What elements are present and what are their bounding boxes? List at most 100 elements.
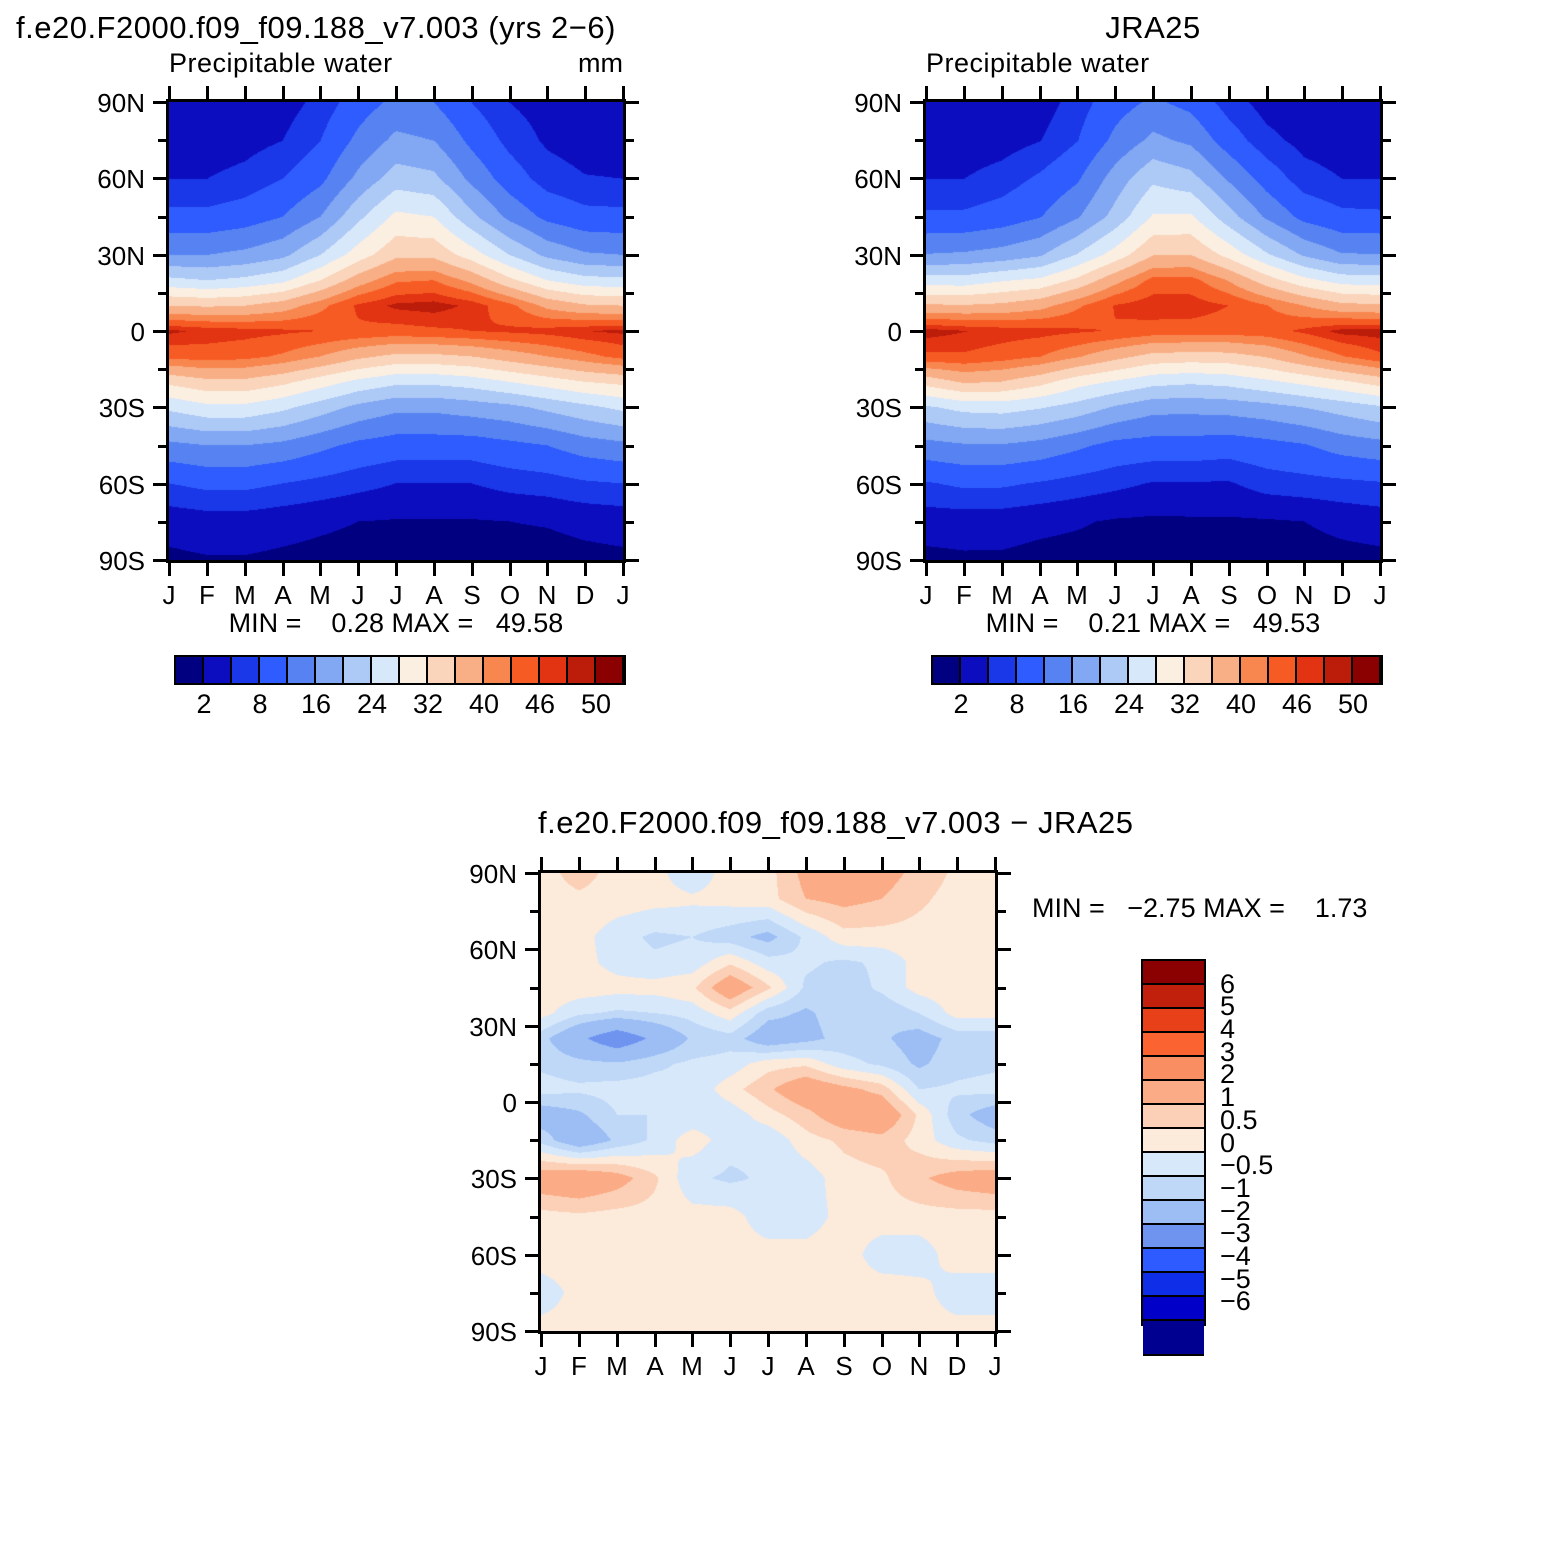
y-tick (998, 1101, 1011, 1104)
legend-tick-label: 3 (1220, 1036, 1236, 1067)
x-tick (654, 1334, 657, 1347)
x-tick (691, 857, 694, 870)
month-label: F (956, 580, 972, 610)
x-tick (963, 563, 966, 576)
y-tick (158, 368, 166, 371)
x-tick (1152, 563, 1155, 576)
x-tick (622, 563, 625, 576)
colorbar-tick-label: 32 (412, 689, 444, 719)
lat-label: 30S (470, 1164, 517, 1194)
x-tick (925, 86, 928, 99)
month-label: J (616, 580, 630, 610)
legend-tick-label: −2 (1220, 1195, 1251, 1226)
colorbar-tick-label: 16 (300, 689, 332, 719)
legend-cell (1143, 1249, 1204, 1273)
month-label: J (761, 1351, 775, 1381)
y-tick (915, 139, 923, 142)
colorbar-cell (288, 657, 316, 683)
jra-title: JRA25 (1105, 10, 1201, 45)
lat-label: 90N (469, 859, 517, 889)
colorbar-cell (1241, 657, 1269, 683)
y-tick (915, 521, 923, 524)
model-subtitle: Precipitable water (169, 48, 393, 78)
y-tick (1383, 216, 1391, 219)
colorbar-cell (1269, 657, 1297, 683)
legend-tick-label: −1 (1220, 1172, 1251, 1203)
y-tick (1383, 101, 1396, 104)
x-tick (471, 86, 474, 99)
x-tick (925, 563, 928, 576)
y-tick (910, 483, 923, 486)
colorbar-cell (344, 657, 372, 683)
x-tick (319, 86, 322, 99)
y-tick (530, 1063, 538, 1066)
contour-canvas-jra (926, 102, 1380, 560)
x-tick (395, 563, 398, 576)
lat-label: 0 (887, 317, 902, 347)
lat-label: 90S (98, 546, 145, 576)
x-tick (578, 1334, 581, 1347)
lat-label: 90S (855, 546, 902, 576)
y-tick (1383, 254, 1396, 257)
y-tick (910, 254, 923, 257)
x-tick (994, 1334, 997, 1347)
jra-stats: MIN = 0.21 MAX = 49.53 (985, 608, 1321, 638)
x-tick (584, 86, 587, 99)
month-label: A (425, 580, 443, 610)
x-tick (206, 86, 209, 99)
colorbar-tick-label: 8 (252, 689, 268, 719)
x-tick (963, 86, 966, 99)
y-tick (998, 948, 1011, 951)
y-tick (998, 1330, 1011, 1333)
y-tick (998, 1025, 1011, 1028)
x-tick (767, 1334, 770, 1347)
y-tick (1383, 483, 1396, 486)
x-tick (956, 1334, 959, 1347)
legend-tick-label: 6 (1220, 968, 1236, 999)
y-tick (530, 1139, 538, 1142)
x-tick (918, 857, 921, 870)
month-label: J (534, 1351, 548, 1381)
month-label: N (909, 1351, 929, 1381)
y-tick (525, 1101, 538, 1104)
y-tick (525, 1330, 538, 1333)
x-tick (1303, 86, 1306, 99)
model-subtitle-row: Precipitable water mm (169, 48, 623, 79)
x-tick (1039, 563, 1042, 576)
x-tick (244, 86, 247, 99)
colorbar-cell (933, 657, 961, 683)
y-tick (998, 987, 1006, 990)
y-tick (1383, 406, 1396, 409)
colorbar-tick-label: 24 (1113, 689, 1145, 719)
colorbar-cell (1353, 657, 1381, 683)
month-label: J (988, 1351, 1002, 1381)
colorbar-cell (1073, 657, 1101, 683)
y-tick (910, 101, 923, 104)
legend-tick-label: 2 (1220, 1059, 1236, 1090)
y-tick (153, 483, 166, 486)
legend-tick-label: −3 (1220, 1218, 1251, 1249)
legend-cell (1143, 1057, 1204, 1081)
lat-label: 0 (502, 1088, 517, 1118)
x-tick (1152, 86, 1155, 99)
plot-frame-jra: J F M A M J J A S O N D J 90N 60N 30N 0 30S 60S 90S (854, 86, 1396, 608)
y-tick (998, 1177, 1011, 1180)
y-tick (998, 1292, 1006, 1295)
month-label: D (947, 1351, 967, 1381)
y-tick (626, 177, 639, 180)
month-label: M (1066, 580, 1088, 610)
lat-label: 30N (854, 241, 902, 271)
y-tick (910, 330, 923, 333)
legend-cell (1143, 961, 1204, 985)
month-label: S (1220, 580, 1238, 610)
x-tick (540, 1334, 543, 1347)
y-tick (910, 406, 923, 409)
y-tick (915, 216, 923, 219)
y-tick (626, 368, 634, 371)
lat-label: 60N (97, 164, 145, 194)
y-tick (1383, 292, 1391, 295)
colorbar-cell (1017, 657, 1045, 683)
month-label: A (274, 580, 292, 610)
month-label: M (681, 1351, 703, 1381)
month-label: M (606, 1351, 628, 1381)
